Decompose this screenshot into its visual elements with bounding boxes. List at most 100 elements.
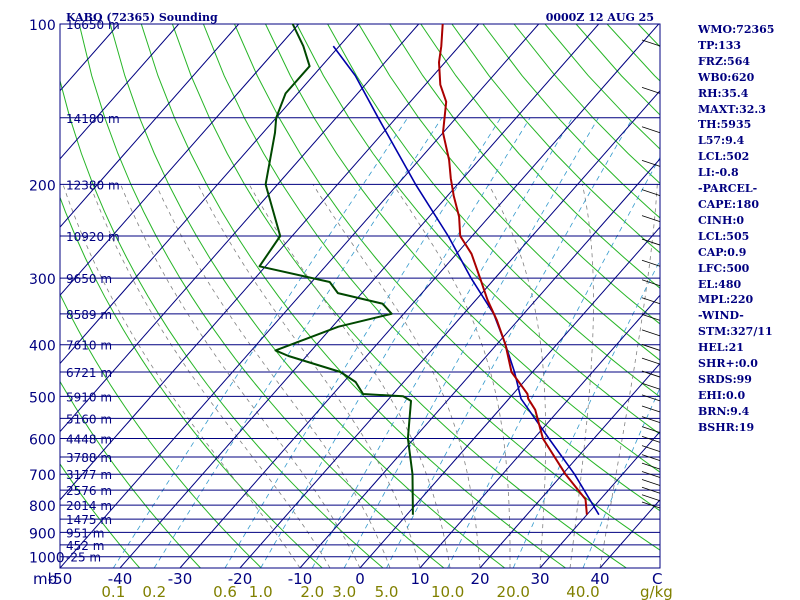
wind-barb <box>641 486 661 494</box>
height-label: -25 m <box>66 551 101 565</box>
height-label: 7610 m <box>66 339 112 353</box>
mixing-ratio-tick-label: 5.0 <box>375 583 399 600</box>
sounding-time: 0000Z 12 AUG 25 <box>546 11 654 24</box>
plot-area <box>60 24 660 568</box>
isotherm <box>479 362 660 568</box>
dry-adiabat <box>60 196 323 568</box>
temperature-tick-label: -30 <box>168 570 193 588</box>
wind-barb <box>641 238 661 246</box>
height-label: 14180 m <box>66 112 120 126</box>
wind-barb <box>641 279 661 287</box>
index-item: FRZ:564 <box>698 54 751 68</box>
mixing-ratio-tick-label: 40.0 <box>566 583 599 600</box>
height-label: 2014 m <box>66 499 112 513</box>
isotherm <box>419 294 660 568</box>
dry-adiabat <box>202 24 660 551</box>
temperature-tick-label: 30 <box>530 570 549 588</box>
height-label: 12380 m <box>66 178 120 192</box>
moist-adiabat <box>89 184 331 568</box>
height-label: 3177 m <box>66 468 112 482</box>
mixing-ratio-line <box>112 117 409 568</box>
wind-barb <box>641 215 661 223</box>
mixing-ratio-line <box>386 117 634 568</box>
wind-barb <box>641 445 661 453</box>
wind-barb <box>641 479 661 486</box>
pressure-tick-label: 100 <box>29 18 56 34</box>
mixing-ratio-tick-label: 3.0 <box>332 583 356 600</box>
wind-barb <box>641 405 661 413</box>
index-item: LCL:502 <box>698 150 750 164</box>
wind-barb <box>641 39 661 47</box>
mixing-ratio-tick-label: 0.2 <box>142 583 166 600</box>
dry-adiabat <box>60 292 262 568</box>
pressure-tick-label: 300 <box>29 272 56 288</box>
pressure-tick-label: 1000 <box>29 551 65 567</box>
height-label: 5910 m <box>66 390 112 404</box>
moist-adiabat <box>569 184 594 568</box>
mixing-ratio-tick-label: 1.0 <box>249 583 273 600</box>
height-label: 2576 m <box>66 484 112 498</box>
isotherm <box>60 24 480 501</box>
height-label: 9650 m <box>66 272 112 286</box>
index-item: EHI:0.0 <box>698 388 746 402</box>
moist-adiabat <box>62 184 301 568</box>
temperature-tick-label: -50 <box>48 570 73 588</box>
index-item: TH:5935 <box>698 118 752 132</box>
height-label: 452 m <box>66 539 104 553</box>
index-item: BRN:9.4 <box>698 404 750 418</box>
dry-adiabat <box>420 24 660 289</box>
isotherm <box>60 24 360 365</box>
index-item: EL:480 <box>698 277 742 291</box>
isotherm <box>359 226 660 568</box>
stability-indices-panel: WMO:72365 TP:133 FRZ:564 WB0:620 RH:35.4 MAXT… <box>698 22 774 436</box>
wind-barb <box>641 501 661 509</box>
wind-barb <box>641 382 661 390</box>
chart-grid <box>59 23 661 569</box>
index-item: CINH:0 <box>698 213 745 227</box>
wind-barb <box>641 126 661 134</box>
moist-adiabat <box>488 184 547 568</box>
wind-barb <box>641 259 661 267</box>
wind-barb <box>641 416 661 423</box>
wind-barb <box>641 426 661 434</box>
dewpoint-trace <box>258 23 414 515</box>
pressure-tick-label: 200 <box>29 178 56 194</box>
temperature-tick-label: -10 <box>288 570 313 588</box>
wind-barb <box>641 329 661 337</box>
dry-adiabat <box>358 24 660 361</box>
height-label: 6721 m <box>66 366 112 380</box>
height-label: 8589 m <box>66 308 112 322</box>
wind-barb <box>641 462 661 470</box>
wind-barb <box>641 454 661 461</box>
index-item: WB0:620 <box>698 70 755 84</box>
temperature-tick-label: -40 <box>108 570 133 588</box>
moist-adiabat <box>312 184 481 568</box>
temperature-tick-label: 40 <box>590 570 609 588</box>
dry-adiabat <box>60 380 201 568</box>
index-item: TP:133 <box>698 38 742 52</box>
wind-barb <box>641 159 661 167</box>
isotherm <box>60 24 300 297</box>
height-label: 4448 m <box>66 433 112 447</box>
pressure-tick-label: 400 <box>29 339 56 355</box>
height-label: 16650 m <box>66 18 120 32</box>
dry-adiabat <box>60 463 141 568</box>
moist-adiabat <box>248 184 451 568</box>
height-label: 1475 m <box>66 513 112 527</box>
index-item: CAP:0.9 <box>698 245 747 259</box>
index-item: MAXT:32.3 <box>698 102 766 116</box>
dry-adiabat <box>171 24 627 568</box>
wind-barb <box>641 87 661 94</box>
height-label: 10920 m <box>66 230 120 244</box>
height-label: 951 m <box>66 526 104 540</box>
dry-adiabat <box>109 24 506 568</box>
chart-title: KABQ (72365) Sounding <box>66 11 218 24</box>
wind-barb <box>641 313 661 321</box>
index-item: RH:35.4 <box>698 86 749 100</box>
index-item: LCL:505 <box>698 229 750 243</box>
temperature-tick-label: 0 <box>355 570 365 588</box>
index-item: HEL:21 <box>698 341 744 355</box>
wind-barb-column <box>641 39 661 509</box>
index-item: MPL:220 <box>698 293 754 307</box>
